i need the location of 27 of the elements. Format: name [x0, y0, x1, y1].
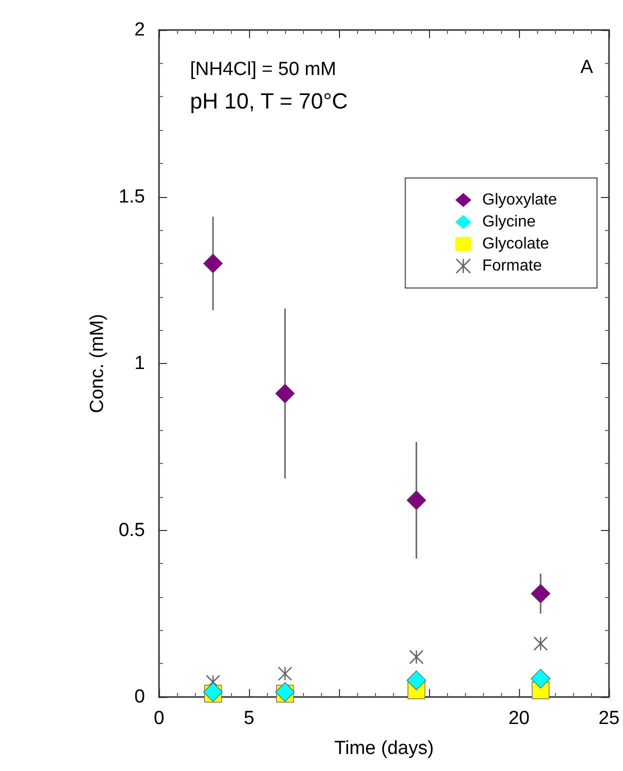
y-tick-label: 2: [134, 20, 145, 40]
point: [409, 650, 424, 664]
point: [278, 666, 292, 681]
x-tick-label: 0: [154, 708, 164, 729]
point: [530, 584, 550, 604]
annotation: [NH4Cl] = 50 mM: [190, 59, 336, 80]
y-tick-label: 0: [134, 686, 145, 708]
x-tick-label: 25: [598, 708, 620, 729]
annotation: A: [580, 57, 594, 78]
legend-label: Glycine: [482, 214, 536, 230]
y-axis-title: Conc. (mM): [87, 314, 108, 414]
point: [533, 636, 548, 651]
point: [530, 668, 550, 688]
legend-label: Glycolate: [482, 236, 550, 252]
y-tick-label: 1: [134, 353, 145, 374]
point: [406, 670, 426, 690]
y-tick-label: 0.5: [118, 520, 145, 541]
x-tick-label: 20: [508, 708, 530, 729]
x-axis-title: Time (days): [334, 738, 434, 759]
point: [406, 490, 426, 510]
point: [275, 384, 295, 404]
annotation: pH 10, T = 70°C: [190, 88, 348, 114]
y-tick-label: 1.5: [118, 186, 145, 208]
legend-label: Formate: [482, 258, 542, 274]
point: [203, 254, 223, 274]
x-tick-label: 5: [244, 708, 254, 729]
legend-label: Glyoxylate: [482, 192, 558, 208]
